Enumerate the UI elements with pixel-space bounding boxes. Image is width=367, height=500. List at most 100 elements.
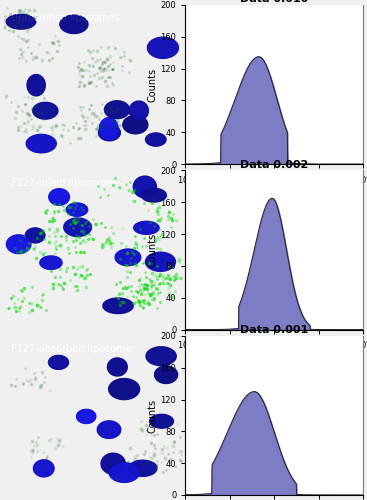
Point xyxy=(15,122,21,130)
Point xyxy=(179,274,185,282)
Point xyxy=(77,103,83,111)
Point xyxy=(133,293,139,301)
Point xyxy=(156,226,162,234)
Point xyxy=(143,284,149,292)
Point xyxy=(2,17,8,25)
Point xyxy=(16,6,22,14)
Point xyxy=(49,54,55,62)
Point xyxy=(34,300,40,308)
Point xyxy=(33,375,39,383)
Polygon shape xyxy=(123,116,148,134)
Point xyxy=(109,66,115,74)
Point xyxy=(89,109,95,117)
Point xyxy=(90,235,96,243)
Point xyxy=(85,46,91,54)
Point xyxy=(154,234,160,241)
Point xyxy=(119,62,125,70)
Point xyxy=(46,56,52,64)
Point xyxy=(79,238,85,246)
Point xyxy=(148,290,154,298)
Point xyxy=(29,94,35,102)
Point xyxy=(105,66,110,74)
Polygon shape xyxy=(134,176,156,198)
Point xyxy=(82,124,88,132)
Polygon shape xyxy=(33,102,58,119)
Title: Data 0.002: Data 0.002 xyxy=(240,160,308,170)
Point xyxy=(19,107,25,115)
Point xyxy=(37,130,43,138)
Point xyxy=(59,132,65,140)
Polygon shape xyxy=(101,453,125,474)
Point xyxy=(16,308,22,316)
Point xyxy=(105,62,111,70)
Point xyxy=(135,468,141,475)
Point xyxy=(92,58,98,66)
Point xyxy=(25,244,30,252)
Point xyxy=(81,82,87,90)
Point xyxy=(18,45,23,53)
Point xyxy=(148,283,153,291)
Point xyxy=(73,119,79,127)
Point xyxy=(72,270,78,278)
Point xyxy=(95,120,101,128)
Point xyxy=(49,130,55,138)
Point xyxy=(4,4,10,12)
Point xyxy=(8,294,14,302)
Point xyxy=(24,22,30,30)
Point xyxy=(26,300,32,308)
Point xyxy=(5,304,11,312)
Point xyxy=(48,434,54,442)
Point xyxy=(170,272,176,280)
Point xyxy=(44,206,50,214)
Polygon shape xyxy=(129,460,156,476)
Point xyxy=(1,15,7,23)
Point xyxy=(44,48,50,56)
Point xyxy=(100,66,106,74)
Point xyxy=(144,284,150,292)
Point xyxy=(110,58,116,66)
Point xyxy=(64,264,70,272)
Point xyxy=(147,291,153,299)
Point xyxy=(0,12,4,20)
Polygon shape xyxy=(98,422,120,438)
Point xyxy=(50,284,56,292)
Point xyxy=(138,418,144,426)
Point xyxy=(169,216,175,224)
Point xyxy=(55,38,61,46)
Point xyxy=(135,288,141,296)
Point xyxy=(15,126,21,134)
Point xyxy=(145,458,150,466)
Point xyxy=(29,125,34,133)
Point xyxy=(167,455,173,463)
Point xyxy=(0,8,4,16)
Point xyxy=(60,285,66,293)
Point xyxy=(140,258,146,266)
Point xyxy=(110,122,116,130)
Point xyxy=(7,14,13,22)
Point xyxy=(166,289,171,297)
Point xyxy=(93,82,99,90)
Point xyxy=(117,302,123,310)
Point xyxy=(128,468,134,475)
Point xyxy=(55,280,61,288)
Point xyxy=(143,242,149,250)
Point xyxy=(101,241,106,249)
Point xyxy=(68,276,73,283)
Polygon shape xyxy=(33,102,57,118)
Point xyxy=(151,450,157,458)
Point xyxy=(147,453,153,461)
Point xyxy=(138,280,144,288)
Point xyxy=(134,286,139,294)
Point xyxy=(94,69,100,77)
Point xyxy=(154,262,160,270)
Polygon shape xyxy=(7,236,30,253)
Point xyxy=(17,6,23,14)
Polygon shape xyxy=(27,74,45,96)
Point xyxy=(110,116,116,124)
Point xyxy=(72,233,78,241)
Point xyxy=(86,67,92,75)
Point xyxy=(25,376,30,384)
Point xyxy=(19,297,25,305)
Polygon shape xyxy=(77,410,96,424)
Point xyxy=(78,66,84,74)
